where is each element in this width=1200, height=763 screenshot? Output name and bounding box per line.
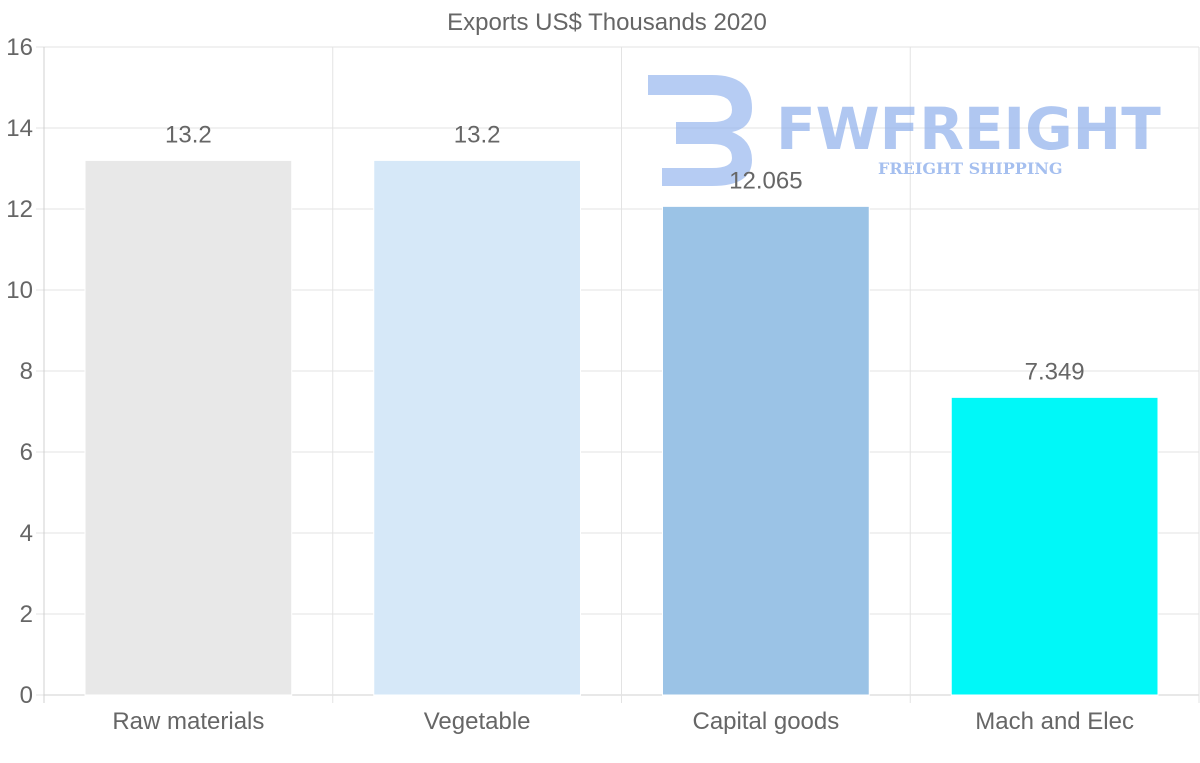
bar-value-label: 7.349 (1025, 358, 1085, 385)
bar (373, 159, 581, 696)
bar-value-label: 13.2 (165, 121, 212, 148)
y-tick-label: 10 (6, 277, 33, 304)
chart-title: Exports US$ Thousands 2020 (447, 9, 767, 36)
bar (84, 159, 293, 696)
x-tick-label: Vegetable (424, 708, 531, 735)
watermark-brand: FWFREIGHT (776, 95, 1161, 163)
x-tick-label: Raw materials (112, 708, 264, 735)
y-tick-label: 0 (20, 682, 33, 709)
bars-layer (84, 159, 1159, 696)
labels-layer: 13.2 Raw materials 13.2 Vegetable 12.065 Capi… (112, 121, 1134, 735)
x-tick-label: Mach and Elec (975, 708, 1134, 735)
bar (950, 396, 1159, 696)
bar (662, 205, 870, 696)
y-tick-label: 6 (20, 439, 33, 466)
fwfreight-logo-icon (648, 75, 752, 186)
bar-value-label: 12.065 (729, 167, 802, 194)
watermark-tagline: FREIGHT SHIPPING (878, 159, 1063, 178)
y-tick-label: 2 (20, 601, 33, 628)
y-tick-label: 16 (6, 34, 33, 61)
y-tick-label: 14 (6, 115, 33, 142)
bar-value-label: 13.2 (454, 121, 501, 148)
x-tick-label: Capital goods (692, 708, 839, 735)
y-tick-label: 8 (20, 358, 33, 385)
y-tick-label: 4 (20, 520, 33, 547)
watermark-logo: FWFREIGHT FREIGHT SHIPPING (648, 75, 1161, 186)
y-tick-label: 12 (6, 196, 33, 223)
